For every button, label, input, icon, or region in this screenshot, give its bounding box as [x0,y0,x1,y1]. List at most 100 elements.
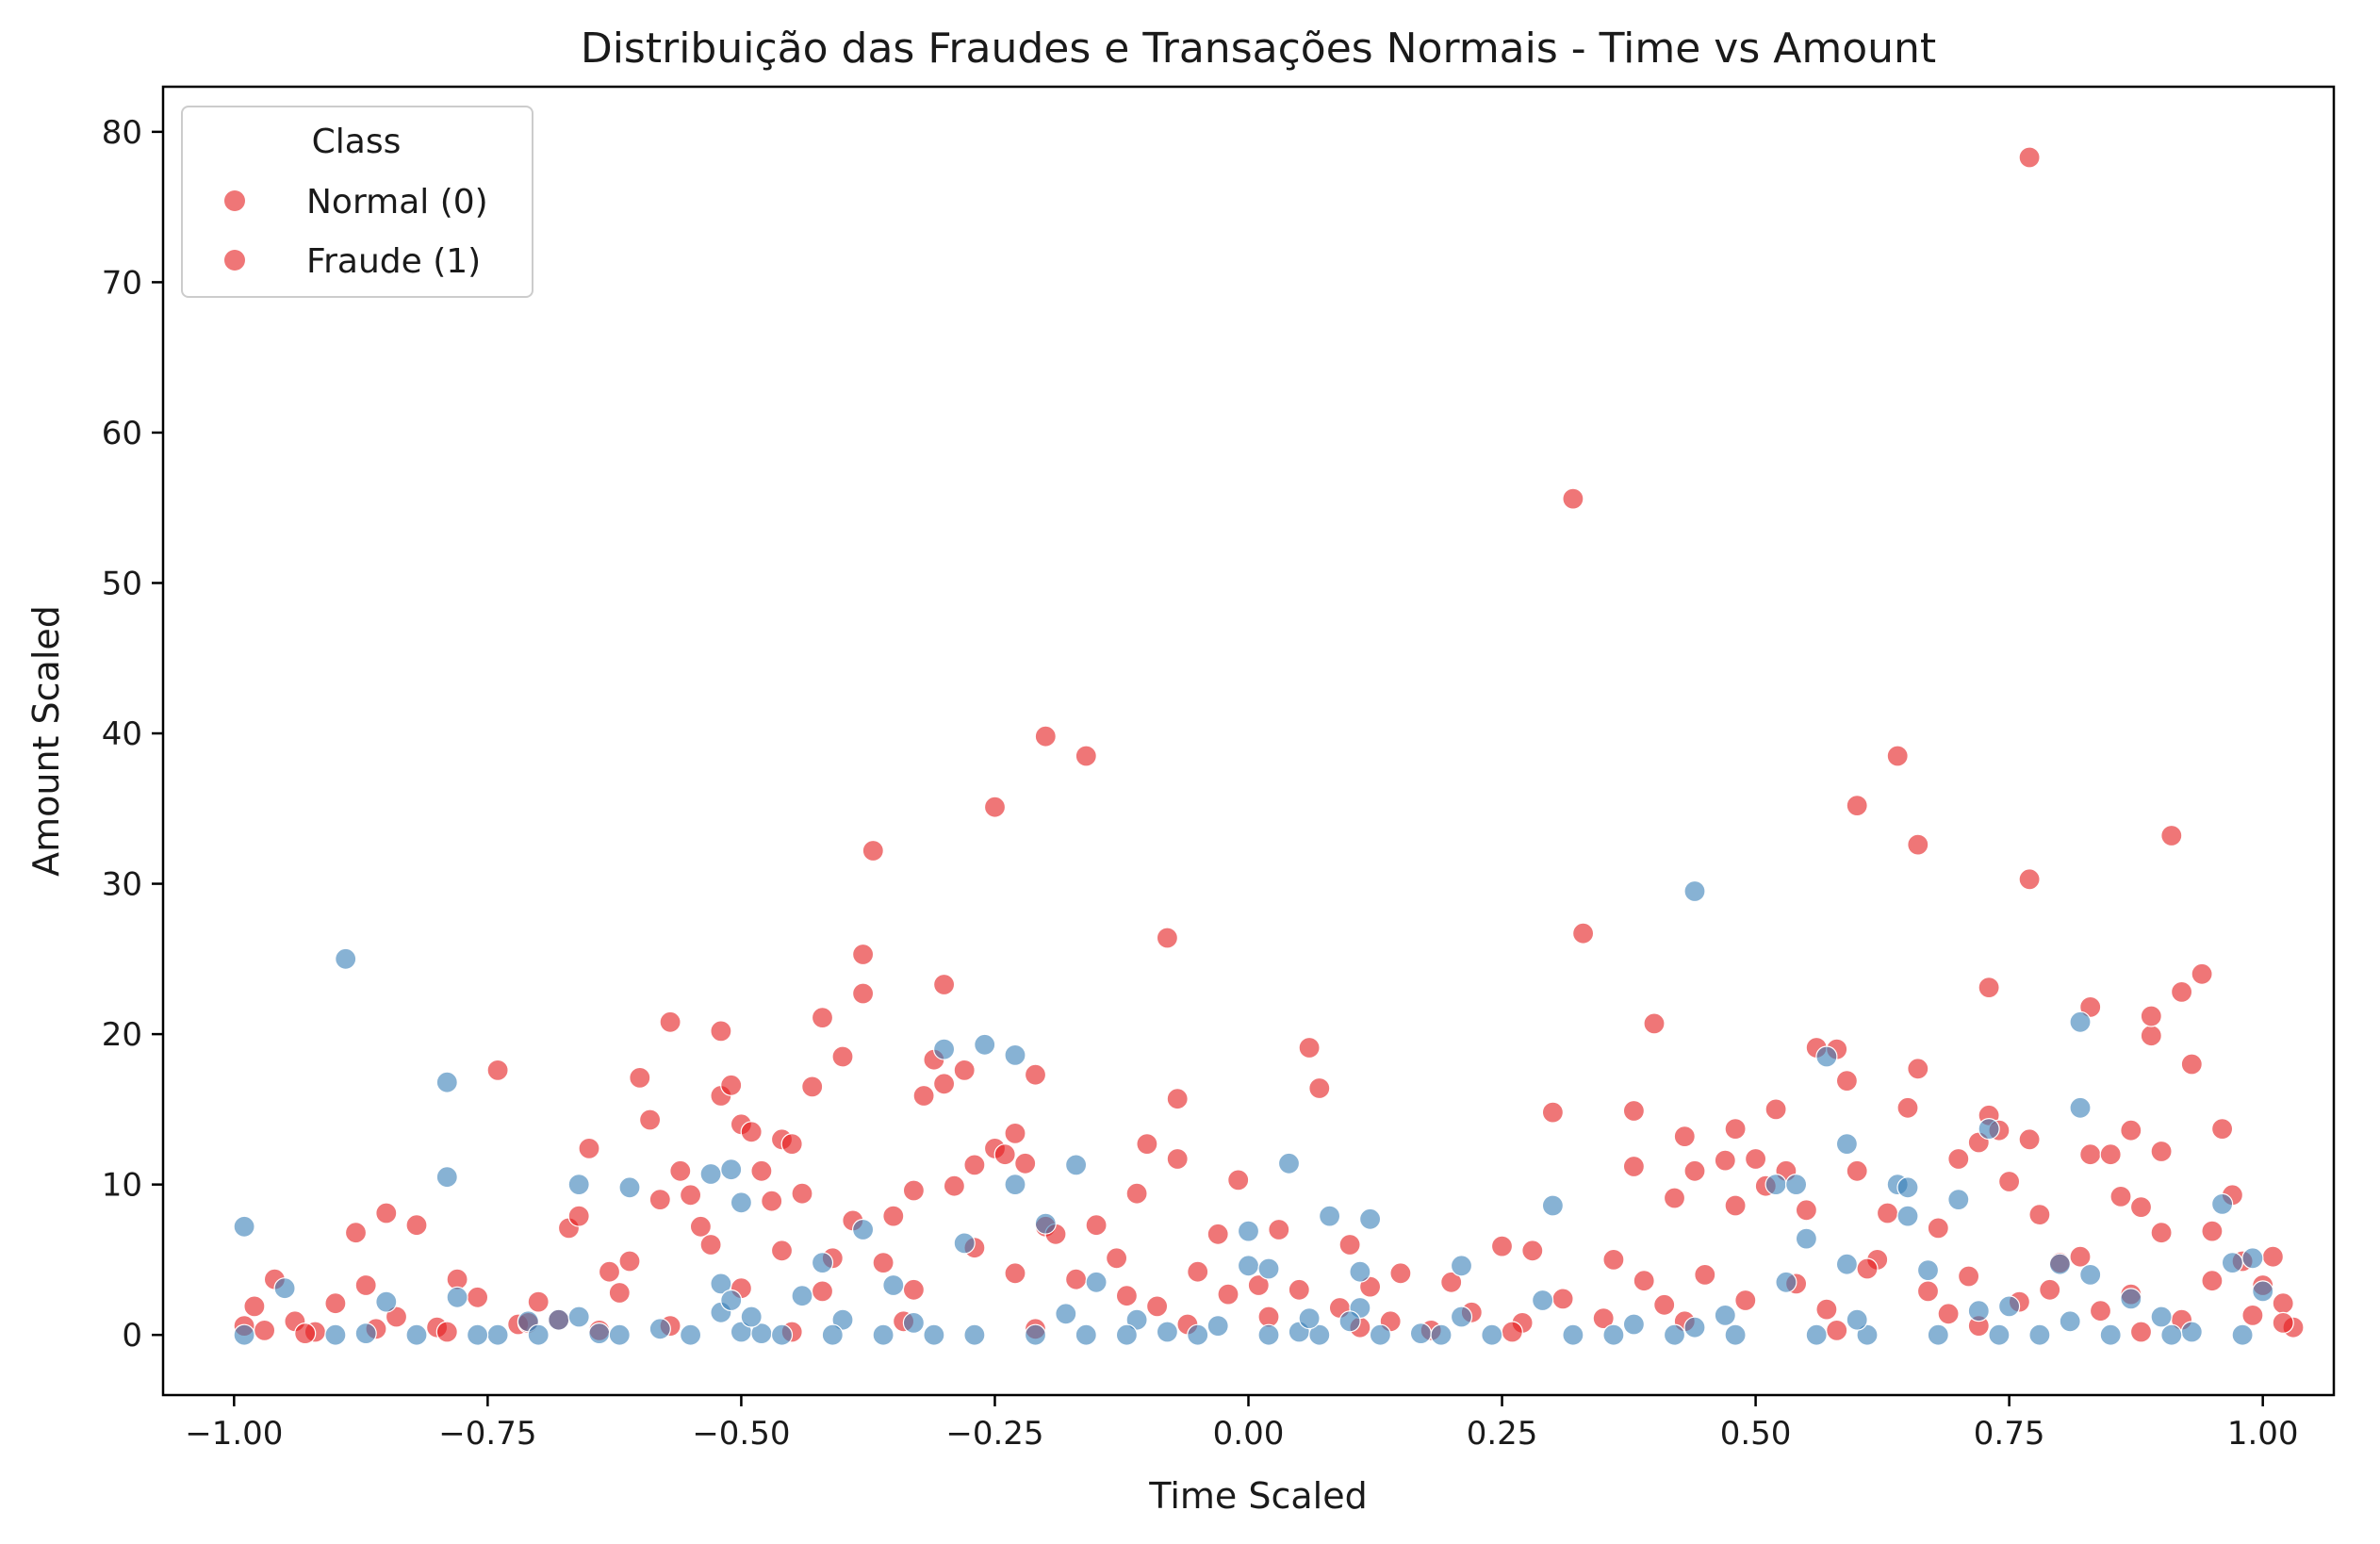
scatter-point-0-57 [963,1154,986,1176]
scatter-point-0-124 [2018,1128,2041,1151]
scatter-point-0-108 [1835,1069,1859,1092]
scatter-point-0-98 [1714,1149,1736,1172]
scatter-point-0-186 [1916,1280,1940,1303]
scatter-point-0-139 [2150,1222,2173,1244]
legend-box [181,106,533,298]
scatter-point-1-39 [1237,1255,1260,1277]
scatter-point-1-11 [548,1308,570,1331]
scatter-point-0-169 [1217,1283,1239,1306]
scatter-point-0-97 [1683,1159,1706,1182]
scatter-point-1-112 [740,1306,763,1328]
scatter-point-0-83 [1358,1275,1382,1298]
scatter-point-1-29 [953,1232,976,1255]
scatter-point-1-54 [1764,1173,1787,1196]
legend-marker-fraude [224,250,245,271]
scatter-point-0-185 [1856,1257,1879,1280]
scatter-point-0-58 [983,796,1007,818]
scatter-point-0-188 [1958,1265,1980,1288]
scatter-point-0-55 [943,1174,966,1197]
scatter-point-0-23 [608,1281,631,1305]
scatter-point-0-8 [354,1273,377,1297]
scatter-point-0-123 [1998,1170,2021,1193]
scatter-point-1-93 [1257,1323,1280,1346]
scatter-point-1-64 [1916,1258,1940,1282]
scatter-point-1-81 [527,1323,550,1346]
scatter-point-1-67 [1998,1295,2021,1318]
scatter-point-1-66 [1978,1117,2000,1141]
scatter-point-0-62 [1014,1152,1037,1174]
scatter-point-1-113 [902,1311,926,1335]
scatter-point-0-33 [720,1074,743,1096]
scatter-point-0-20 [567,1205,590,1227]
y-tick-label: 80 [102,114,142,152]
scatter-point-0-181 [1694,1263,1716,1287]
scatter-point-0-130 [2079,995,2102,1019]
scatter-point-0-184 [1815,1298,1838,1321]
y-tick-label: 20 [102,1016,142,1054]
scatter-point-0-87 [1521,1240,1544,1262]
scatter-point-1-14 [588,1322,611,1345]
scatter-point-0-160 [770,1240,794,1262]
scatter-point-0-135 [2129,1195,2153,1219]
scatter-point-0-80 [1298,1036,1321,1059]
x-tick-label: −0.25 [945,1415,1043,1453]
scatter-point-1-1 [233,1323,255,1346]
scatter-point-0-14 [467,1286,489,1308]
scatter-point-1-6 [435,1071,458,1093]
scatter-point-0-79 [1268,1218,1290,1241]
x-tick-label: 0.75 [1974,1415,2045,1453]
scatter-point-1-27 [882,1273,905,1297]
x-tick-label: −0.75 [438,1415,536,1453]
scatter-point-1-122 [2059,1310,2081,1333]
scatter-point-1-46 [1358,1207,1382,1230]
scatter-point-1-72 [2120,1288,2142,1310]
scatter-point-0-39 [780,1132,803,1156]
scatter-point-0-132 [2099,1143,2122,1166]
scatter-point-1-99 [1602,1323,1625,1346]
scatter-point-0-11 [405,1214,428,1237]
x-tick-label: 0.00 [1213,1415,1285,1453]
scatter-point-0-71 [1136,1132,1158,1156]
scatter-point-1-60 [1835,1253,1859,1275]
scatter-point-0-6 [324,1292,347,1315]
scatter-point-0-140 [2160,824,2183,847]
scatter-point-0-138 [2150,1140,2173,1163]
scatter-point-1-12 [567,1173,590,1196]
y-tick-label: 40 [102,715,142,753]
scatter-point-0-165 [1004,1262,1026,1285]
scatter-point-0-129 [2069,1245,2092,1268]
scatter-point-1-48 [1450,1255,1473,1277]
scatter-point-0-15 [486,1059,509,1082]
scatter-point-0-92 [1622,1099,1646,1123]
scatter-point-0-178 [1592,1306,1615,1330]
scatter-point-0-134 [2120,1119,2142,1142]
scatter-point-0-36 [750,1159,773,1182]
scatter-point-0-7 [344,1222,368,1244]
scatter-point-0-90 [1571,922,1595,944]
x-tick-label: −0.50 [692,1415,790,1453]
scatter-point-0-61 [1004,1122,1026,1145]
scatter-point-0-50 [902,1179,926,1202]
scatter-point-1-8 [446,1286,468,1308]
scatter-point-0-120 [1978,976,2000,999]
scatter-point-0-82 [1338,1233,1361,1257]
scatter-point-1-106 [2028,1323,2051,1346]
scatter-point-0-53 [932,973,956,996]
scatter-point-1-49 [1450,1306,1473,1328]
scatter-point-0-166 [1064,1268,1088,1290]
scatter-point-1-119 [1714,1304,1736,1327]
scatter-point-0-114 [1896,1096,1919,1119]
scatter-point-0-1 [243,1295,266,1318]
scatter-point-1-88 [963,1323,986,1346]
y-tick-label: 0 [122,1317,142,1355]
scatter-point-0-109 [1846,1159,1868,1182]
scatter-point-1-70 [2069,1096,2092,1119]
scatter-point-0-88 [1541,1101,1565,1124]
scatter-point-1-32 [1004,1173,1026,1196]
scatter-point-0-70 [1125,1182,1148,1205]
scatter-point-1-33 [1034,1212,1057,1235]
scatter-point-1-89 [1024,1323,1047,1346]
scatter-point-0-65 [1034,725,1057,747]
scatter-point-1-92 [1187,1323,1209,1346]
scatter-point-0-117 [1927,1217,1949,1240]
